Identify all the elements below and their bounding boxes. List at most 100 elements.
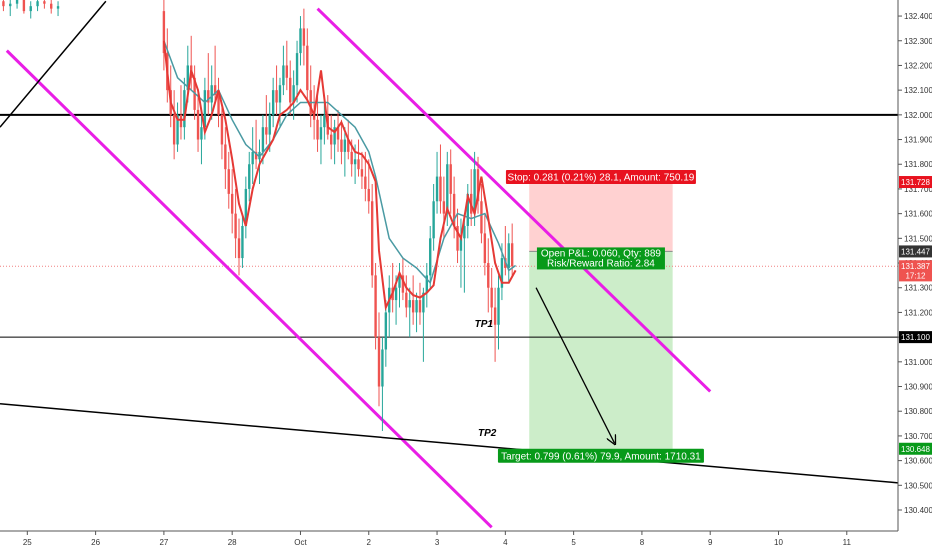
candle[interactable] (446, 151, 449, 226)
channel-upper[interactable] (316, 7, 712, 393)
target-label[interactable]: Target: 0.799 (0.61%) 79.9, Amount: 1710… (497, 448, 704, 463)
price-label[interactable]: 131.100 (899, 331, 932, 344)
candle[interactable] (299, 16, 302, 66)
candle[interactable] (295, 40, 299, 103)
candle[interactable] (319, 114, 323, 165)
price-label[interactable]: 131.447 (899, 245, 932, 258)
candle[interactable] (432, 183, 435, 251)
forecast-arrow[interactable] (535, 287, 615, 444)
candle[interactable] (234, 188, 237, 259)
price-label[interactable]: 17:12 (899, 269, 932, 282)
candle[interactable] (244, 176, 248, 239)
candle[interactable] (330, 114, 333, 160)
candle[interactable] (22, 0, 26, 14)
candle[interactable] (254, 119, 258, 170)
candle[interactable] (29, 1, 32, 19)
candle[interactable] (50, 0, 53, 14)
candle[interactable] (398, 263, 401, 308)
candle[interactable] (456, 208, 459, 264)
price-label[interactable]: 130.648 (899, 442, 932, 455)
channel-lower[interactable] (5, 49, 493, 529)
price-label[interactable]: 131.387 (899, 260, 932, 273)
candle[interactable] (292, 70, 295, 120)
candle[interactable] (418, 282, 422, 325)
candle[interactable] (367, 159, 370, 214)
candle[interactable] (415, 292, 418, 333)
candle[interactable] (333, 119, 336, 165)
stop-label[interactable]: Stop: 0.281 (0.21%) 28.1, Amount: 750.19 (505, 170, 696, 185)
candle[interactable] (278, 77, 282, 128)
candle[interactable] (360, 151, 364, 189)
candle[interactable] (9, 0, 12, 17)
candle[interactable] (43, 0, 46, 9)
candle[interactable] (282, 45, 285, 96)
candle[interactable] (357, 139, 360, 177)
candle[interactable] (323, 102, 326, 145)
candle[interactable] (220, 102, 224, 160)
target-zone[interactable] (529, 251, 673, 449)
candle[interactable] (176, 102, 179, 152)
candle[interactable] (449, 149, 452, 214)
candle[interactable] (463, 213, 466, 293)
candle[interactable] (162, 0, 166, 71)
candle[interactable] (285, 40, 289, 91)
candle[interactable] (207, 53, 210, 115)
candle[interactable] (422, 287, 425, 362)
candle[interactable] (217, 77, 220, 128)
candle[interactable] (384, 300, 388, 367)
stop-zone[interactable] (529, 182, 673, 252)
candle[interactable] (429, 225, 432, 288)
candle[interactable] (408, 287, 411, 338)
candle[interactable] (224, 127, 227, 189)
candle[interactable] (15, 0, 19, 9)
candle[interactable] (227, 151, 230, 209)
candle[interactable] (302, 8, 306, 66)
candle[interactable] (210, 65, 213, 120)
candle[interactable] (439, 144, 442, 214)
candle[interactable] (2, 0, 5, 12)
candle[interactable] (241, 213, 244, 268)
candle[interactable] (405, 275, 408, 318)
candle[interactable] (340, 119, 343, 165)
candle[interactable] (196, 90, 200, 152)
candle[interactable] (179, 85, 183, 140)
candle[interactable] (483, 213, 487, 276)
candle[interactable] (275, 65, 278, 115)
candle[interactable] (480, 183, 483, 244)
candle[interactable] (466, 183, 469, 239)
candle[interactable] (56, 1, 60, 17)
candle[interactable] (487, 238, 490, 313)
candle[interactable] (336, 109, 340, 152)
candle[interactable] (435, 151, 439, 214)
candle[interactable] (306, 28, 309, 103)
candle[interactable] (490, 267, 493, 325)
candle[interactable] (507, 233, 510, 283)
candle[interactable] (411, 275, 415, 325)
candle[interactable] (374, 263, 377, 350)
candle[interactable] (497, 275, 500, 350)
candle[interactable] (316, 90, 319, 152)
rising-line[interactable] (0, 0, 107, 128)
candle[interactable] (172, 90, 176, 160)
candle[interactable] (370, 183, 374, 288)
candle[interactable] (200, 114, 203, 165)
price-label[interactable]: 131.728 (899, 176, 932, 189)
candle[interactable] (510, 223, 514, 276)
candle[interactable] (183, 77, 186, 140)
candle[interactable] (251, 127, 254, 184)
candle[interactable] (36, 0, 39, 12)
candle[interactable] (377, 312, 381, 407)
candle[interactable] (381, 337, 384, 431)
candle[interactable] (230, 169, 234, 234)
candle[interactable] (271, 77, 275, 128)
candle[interactable] (248, 151, 251, 202)
candle[interactable] (459, 218, 463, 288)
candle[interactable] (343, 127, 347, 177)
candle[interactable] (237, 218, 241, 276)
candle[interactable] (265, 95, 268, 145)
candle[interactable] (476, 156, 480, 214)
candle[interactable] (425, 263, 429, 308)
